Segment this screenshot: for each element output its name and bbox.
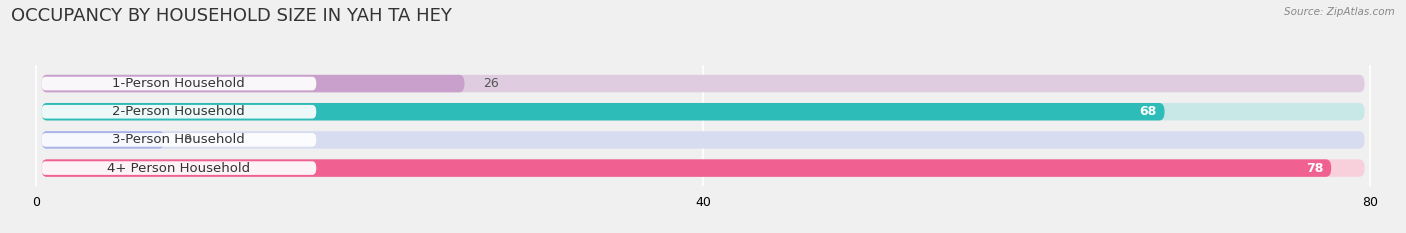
FancyBboxPatch shape xyxy=(41,103,1164,120)
FancyBboxPatch shape xyxy=(41,75,464,92)
FancyBboxPatch shape xyxy=(41,77,316,90)
Text: 8: 8 xyxy=(183,134,191,146)
Text: 2-Person Household: 2-Person Household xyxy=(112,105,245,118)
FancyBboxPatch shape xyxy=(41,133,316,147)
Text: 78: 78 xyxy=(1306,161,1323,175)
Text: OCCUPANCY BY HOUSEHOLD SIZE IN YAH TA HEY: OCCUPANCY BY HOUSEHOLD SIZE IN YAH TA HE… xyxy=(11,7,453,25)
FancyBboxPatch shape xyxy=(41,103,1365,120)
Text: 1-Person Household: 1-Person Household xyxy=(112,77,245,90)
FancyBboxPatch shape xyxy=(41,159,1365,177)
Text: Source: ZipAtlas.com: Source: ZipAtlas.com xyxy=(1284,7,1395,17)
Text: 26: 26 xyxy=(484,77,499,90)
FancyBboxPatch shape xyxy=(41,161,316,175)
Text: 4+ Person Household: 4+ Person Household xyxy=(107,161,250,175)
FancyBboxPatch shape xyxy=(41,131,1365,149)
Text: 68: 68 xyxy=(1139,105,1156,118)
Text: 3-Person Household: 3-Person Household xyxy=(112,134,245,146)
FancyBboxPatch shape xyxy=(41,105,316,119)
FancyBboxPatch shape xyxy=(41,131,165,149)
FancyBboxPatch shape xyxy=(41,75,1365,92)
FancyBboxPatch shape xyxy=(41,159,1331,177)
